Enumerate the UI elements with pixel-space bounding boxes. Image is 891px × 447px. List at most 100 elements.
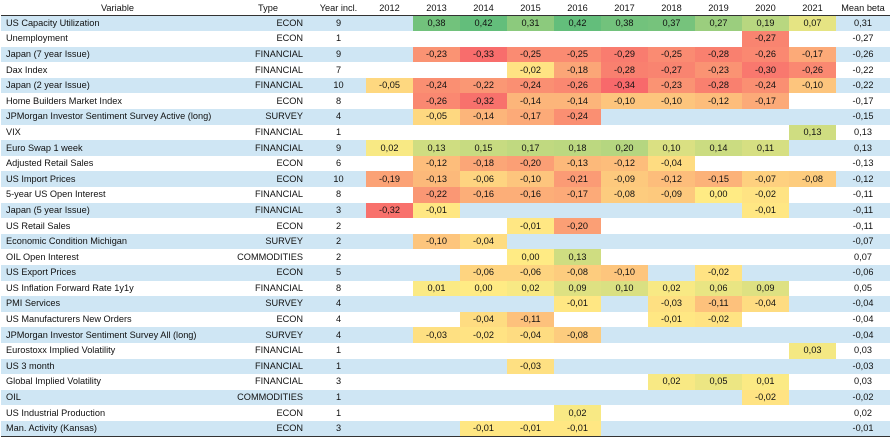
type-cell: COMMODITIES: [231, 249, 311, 265]
type-cell: FINANCIAL: [231, 62, 311, 78]
beta-cell-2018: -0,09: [648, 187, 695, 203]
beta-cell-2015: 0,02: [507, 280, 554, 297]
year-incl-cell: 9: [311, 15, 366, 32]
variable-cell: US Manufacturers New Orders: [1, 311, 231, 328]
beta-cell-2016: -0,26: [554, 77, 601, 94]
type-cell: FINANCIAL: [231, 77, 311, 94]
beta-cell-2013: -0,01: [413, 202, 460, 219]
beta-cell-2012: [366, 31, 413, 47]
beta-cell-2017: 0,10: [601, 280, 648, 297]
header-year-2013: 2013: [413, 1, 460, 16]
beta-cell-2012: [366, 280, 413, 297]
beta-cell-2015: -0,17: [507, 109, 554, 125]
beta-cell-2016: -0,24: [554, 109, 601, 125]
variable-cell: PMI Services: [1, 296, 231, 312]
beta-cell-2015: -0,01: [507, 420, 554, 438]
beta-cell-2018: [648, 389, 695, 406]
beta-cell-2020: -0,07: [742, 171, 789, 188]
beta-cell-2014: -0,04: [460, 311, 507, 328]
type-cell: SURVEY: [231, 233, 311, 250]
beta-cell-2019: 0,05: [695, 374, 742, 390]
type-cell: ECON: [231, 171, 311, 188]
beta-cell-2012: [366, 249, 413, 265]
table-row: JPMorgan Investor Sentiment Survey All (…: [1, 327, 890, 343]
beta-cell-2018: -0,10: [648, 93, 695, 110]
beta-cell-2013: [413, 374, 460, 390]
beta-cell-2013: 0,01: [413, 280, 460, 297]
mean-beta-cell: 0,13: [836, 124, 890, 141]
beta-cell-2017: [601, 420, 648, 438]
beta-cell-2018: 0,02: [648, 280, 695, 297]
beta-cell-2014: -0,02: [460, 327, 507, 343]
year-incl-cell: 1: [311, 342, 366, 359]
table-row: Japan (7 year Issue) FINANCIAL 9 -0,23 -0,33…: [1, 46, 890, 63]
beta-cell-2019: 0,00: [695, 187, 742, 203]
beta-cell-2021: [789, 265, 836, 281]
beta-cell-2020: [742, 124, 789, 141]
beta-cell-2018: [648, 218, 695, 234]
mean-beta-cell: -0,01: [836, 420, 890, 438]
beta-cell-2018: 0,02: [648, 374, 695, 390]
beta-cell-2015: -0,14: [507, 93, 554, 110]
table-row: US Retail Sales ECON 2 -0,01 -0,20 -0,11: [1, 218, 890, 234]
beta-cell-2021: [789, 202, 836, 219]
beta-cell-2017: -0,34: [601, 77, 648, 94]
year-incl-cell: 4: [311, 327, 366, 343]
beta-cell-2012: [366, 46, 413, 63]
beta-cell-2016: -0,01: [554, 296, 601, 312]
beta-cell-2019: [695, 109, 742, 125]
beta-cell-2016: -0,14: [554, 93, 601, 110]
beta-cell-2019: [695, 342, 742, 359]
beta-cell-2018: 0,10: [648, 140, 695, 156]
year-incl-cell: 4: [311, 311, 366, 328]
table-row: Eurostoxx Implied Volatility FINANCIAL 1 0,…: [1, 342, 890, 359]
beta-cell-2019: [695, 155, 742, 172]
beta-cell-2014: [460, 218, 507, 234]
beta-cell-2014: 0,15: [460, 140, 507, 156]
variable-cell: Japan (5 year Issue): [1, 202, 231, 219]
beta-cell-2019: [695, 405, 742, 421]
table-row: OIL COMMODITIES 1 -0,02 -0,02: [1, 389, 890, 406]
beta-cell-2013: [413, 249, 460, 265]
beta-cell-2015: -0,06: [507, 265, 554, 281]
header-year-2014: 2014: [460, 1, 507, 16]
beta-cell-2021: 0,07: [789, 15, 836, 32]
header-year-2020: 2020: [742, 1, 789, 16]
beta-cell-2018: -0,25: [648, 46, 695, 63]
beta-cell-2021: [789, 420, 836, 438]
beta-cell-2021: [789, 327, 836, 343]
mean-beta-cell: -0,13: [836, 155, 890, 172]
beta-cell-2016: -0,20: [554, 218, 601, 234]
beta-cell-2016: [554, 342, 601, 359]
year-incl-cell: 4: [311, 296, 366, 312]
beta-cell-2017: [601, 405, 648, 421]
mean-beta-cell: -0,27: [836, 31, 890, 47]
year-incl-cell: 3: [311, 374, 366, 390]
beta-cell-2017: -0,09: [601, 171, 648, 188]
beta-cell-2021: -0,17: [789, 46, 836, 63]
beta-cell-2014: -0,14: [460, 109, 507, 125]
beta-cell-2013: [413, 218, 460, 234]
type-cell: FINANCIAL: [231, 342, 311, 359]
variable-cell: OIL Open Interest: [1, 249, 231, 265]
beta-cell-2020: -0,04: [742, 296, 789, 312]
beta-cell-2015: -0,16: [507, 187, 554, 203]
beta-cell-2012: [366, 15, 413, 32]
beta-cell-2021: [789, 296, 836, 312]
beta-cell-2012: [366, 311, 413, 328]
beta-cell-2015: [507, 389, 554, 406]
beta-cell-2019: [695, 124, 742, 141]
table-row: Man. Activity (Kansas) ECON 3 -0,01 -0,01 -0,…: [1, 420, 890, 438]
beta-cell-2021: [789, 389, 836, 406]
header-year-2015: 2015: [507, 1, 554, 16]
beta-cell-2017: [601, 342, 648, 359]
beta-cell-2016: 0,09: [554, 280, 601, 297]
type-cell: SURVEY: [231, 109, 311, 125]
variable-cell: VIX: [1, 124, 231, 141]
beta-cell-2015: [507, 374, 554, 390]
mean-beta-cell: -0,17: [836, 93, 890, 110]
type-cell: FINANCIAL: [231, 202, 311, 219]
beta-cell-2015: -0,20: [507, 155, 554, 172]
beta-cell-2018: -0,03: [648, 296, 695, 312]
beta-cell-2012: 0,02: [366, 140, 413, 156]
